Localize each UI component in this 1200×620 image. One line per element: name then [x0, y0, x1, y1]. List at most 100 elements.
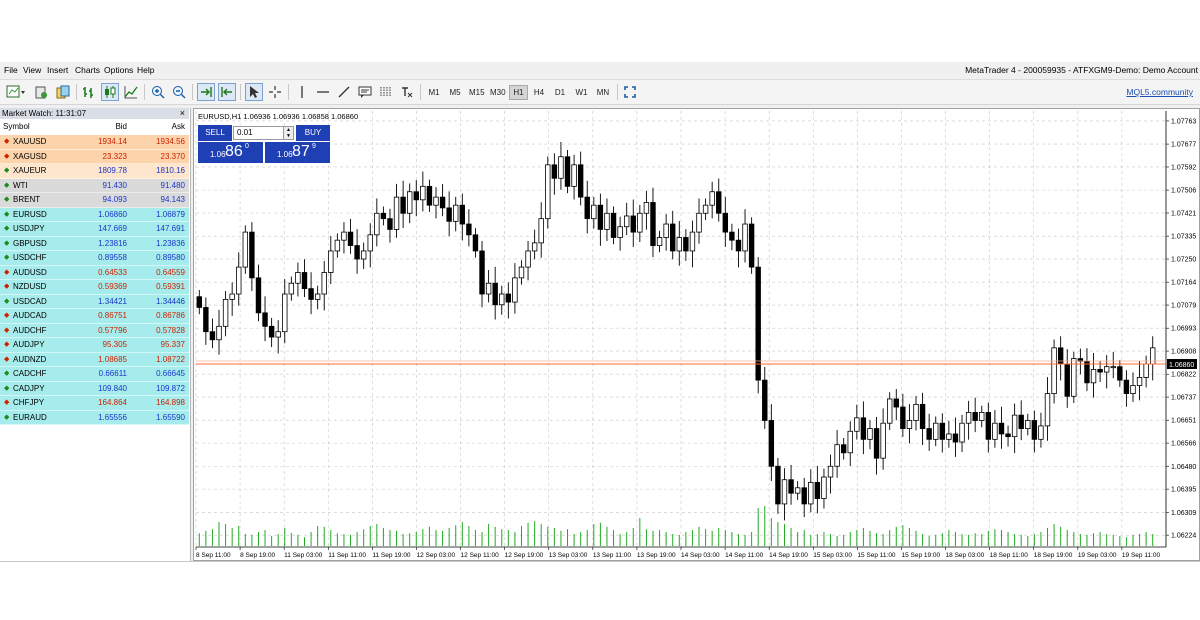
timeframe-h1[interactable]: H1 — [509, 85, 528, 100]
column-header-symbol[interactable]: Symbol — [3, 122, 30, 131]
buy-button[interactable]: BUY — [296, 125, 330, 141]
close-icon[interactable]: × — [179, 108, 185, 118]
horizontal-line-button[interactable] — [314, 83, 332, 101]
menu-file[interactable]: File — [4, 65, 18, 75]
eurusd-h1-chart[interactable]: 1.07763 1.07677 1.07592 1.07506 1.07421 1.073… — [194, 109, 1199, 560]
lot-stepper[interactable]: ▲ ▼ — [283, 126, 294, 140]
price-tick-label: 1.07592 — [1171, 164, 1196, 171]
zoom-out-button[interactable] — [170, 83, 188, 101]
cursor-button[interactable] — [245, 83, 263, 101]
market-watch-row[interactable]: ◆ BRENT 94.093 94.143 — [0, 193, 189, 208]
market-watch-button[interactable] — [54, 83, 72, 101]
sell-button[interactable]: SELL — [198, 125, 232, 141]
direction-dot-icon: ◆ — [4, 283, 10, 290]
timeframe-w1[interactable]: W1 — [575, 88, 588, 97]
text-tool-button[interactable] — [398, 83, 416, 101]
symbol-name: CHFJPY — [13, 398, 45, 407]
candle-body — [913, 403, 919, 421]
fibonacci-button[interactable] — [377, 83, 395, 101]
autoscroll-button[interactable] — [218, 83, 236, 101]
menu-help[interactable]: Help — [137, 65, 155, 75]
sell-price-button[interactable]: 1.06 86 0 — [198, 142, 263, 163]
candle-body — [209, 331, 216, 341]
market-watch-row[interactable]: ◆ XAGUSD 23.323 23.370 — [0, 149, 189, 164]
candle-body — [729, 231, 735, 241]
candle-body — [702, 204, 709, 214]
timeframe-m30[interactable]: M30 — [490, 88, 506, 97]
candle-body — [393, 196, 400, 230]
menu-options[interactable]: Options — [104, 65, 134, 75]
market-watch-row[interactable]: ◆ AUDUSD 0.64533 0.64559 — [0, 265, 189, 280]
fullscreen-button[interactable] — [621, 83, 639, 101]
market-watch-row[interactable]: ◆ CHFJPY 164.864 164.898 — [0, 396, 189, 411]
column-header-bid[interactable]: Bid — [115, 122, 127, 131]
timeframe-m5[interactable]: M5 — [449, 88, 461, 97]
lot-size-input[interactable]: 0.01 — [233, 126, 284, 140]
timeframe-m15[interactable]: M15 — [469, 88, 485, 97]
market-watch-row[interactable]: ◆ WTI 91.430 91.480 — [0, 178, 189, 193]
candle-body — [459, 204, 466, 225]
candle-body — [768, 420, 775, 467]
toolbar: M1 M5 M15 M30 H1 H4 D1 W1 MN MQL5.commun… — [0, 80, 1200, 105]
column-header-ask[interactable]: Ask — [171, 122, 185, 131]
menu-insert[interactable]: Insert — [47, 65, 69, 75]
bar-chart-button[interactable] — [80, 83, 98, 101]
market-watch-row[interactable]: ◆ AUDNZD 1.08685 1.08722 — [0, 352, 189, 367]
ask-price: 94.143 — [160, 195, 185, 204]
line-chart-button[interactable] — [122, 83, 140, 101]
market-watch-row[interactable]: ◆ XAUUSD 1934.14 1934.56 — [0, 135, 189, 150]
timeframe-m1[interactable]: M1 — [428, 88, 440, 97]
menu-charts[interactable]: Charts — [75, 65, 101, 75]
market-watch-row[interactable]: ◆ AUDJPY 95.305 95.337 — [0, 338, 189, 353]
market-watch-row[interactable]: ◆ AUDCAD 0.86751 0.86786 — [0, 309, 189, 324]
market-watch-row[interactable]: ◆ USDCHF 0.89558 0.89580 — [0, 251, 189, 266]
cursor-arrow-icon — [250, 86, 259, 98]
new-chart-button[interactable] — [3, 83, 29, 101]
candlestick-chart-button[interactable] — [101, 83, 119, 101]
market-watch-row[interactable]: ◆ CADCHF 0.66611 0.66645 — [0, 367, 189, 382]
candle-body — [558, 156, 564, 179]
buy-price-button[interactable]: 1.06 87 9 — [265, 142, 330, 163]
market-watch-row[interactable]: ◆ EURUSD 1.06860 1.06879 — [0, 207, 189, 222]
candle-body — [538, 218, 544, 244]
market-watch-row[interactable]: ◆ NZDUSD 0.59369 0.59391 — [0, 280, 189, 295]
zoom-in-button[interactable] — [149, 83, 167, 101]
fullscreen-icon — [624, 86, 636, 98]
market-watch-title: Market Watch: 11:31:07 × — [0, 108, 189, 119]
chart-shift-button[interactable] — [197, 83, 215, 101]
market-watch-panel: Market Watch: 11:31:07 × Symbol Bid Ask … — [0, 108, 191, 561]
market-watch-row[interactable]: ◆ XAUEUR 1809.78 1810.16 — [0, 164, 189, 179]
bid-price: 0.66611 — [98, 369, 127, 378]
menu-view[interactable]: View — [23, 65, 42, 75]
ask-price: 23.370 — [160, 151, 185, 161]
crosshair-button[interactable] — [266, 83, 284, 101]
chart-window[interactable]: 1.07763 1.07677 1.07592 1.07506 1.07421 1.073… — [193, 108, 1200, 561]
candle-body — [1057, 347, 1064, 365]
trendline-button[interactable] — [335, 83, 353, 101]
market-watch-row[interactable]: ◆ AUDCHF 0.57796 0.57828 — [0, 323, 189, 338]
candle-body — [847, 430, 853, 454]
timeframe-h4[interactable]: H4 — [533, 88, 545, 97]
candle-body — [781, 479, 788, 505]
market-watch-row[interactable]: ◆ GBPUSD 1.23816 1.23836 — [0, 236, 189, 251]
market-watch-row[interactable]: ◆ EURAUD 1.65556 1.65590 — [0, 410, 189, 425]
candle-body — [926, 428, 932, 440]
timeframe-d1[interactable]: D1 — [554, 88, 566, 97]
candle-body — [334, 239, 341, 252]
candle-body — [295, 272, 301, 284]
candle-body — [367, 234, 373, 252]
candle-body — [328, 250, 334, 273]
vertical-line-button[interactable] — [293, 83, 311, 101]
timeframe-mn[interactable]: MN — [596, 88, 610, 97]
mql5-community-link[interactable]: MQL5.community — [1126, 87, 1193, 97]
text-label-button[interactable] — [356, 83, 374, 101]
candle-body — [722, 212, 729, 233]
price-tick-label: 1.07250 — [1171, 257, 1196, 264]
profiles-button[interactable] — [32, 83, 50, 101]
market-watch-row[interactable]: ◆ CADJPY 109.840 109.872 — [0, 381, 189, 396]
market-watch-row[interactable]: ◆ USDJPY 147.669 147.691 — [0, 222, 189, 237]
candle-body — [906, 420, 913, 429]
market-watch-row[interactable]: ◆ USDCAD 1.34421 1.34446 — [0, 294, 189, 309]
candle-body — [630, 215, 636, 233]
time-tick-label: 11 Sep 11:00 — [328, 552, 366, 559]
